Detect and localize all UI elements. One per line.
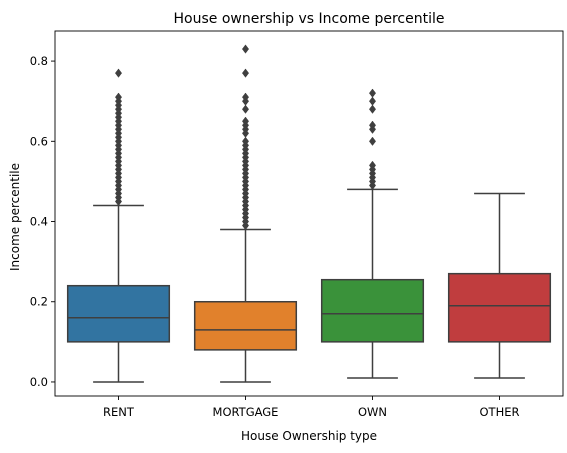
x-tick-label-own: OWN bbox=[358, 405, 387, 419]
y-tick-label: 0.4 bbox=[30, 215, 48, 229]
outlier-point bbox=[241, 44, 250, 54]
box-other bbox=[447, 192, 552, 379]
y-tick-label: 0.6 bbox=[30, 134, 48, 148]
y-tick-label: 0.2 bbox=[30, 295, 48, 309]
outlier-point bbox=[368, 96, 377, 106]
x-tick-label-rent: RENT bbox=[103, 405, 135, 419]
iqr-box bbox=[193, 300, 298, 351]
outlier-point bbox=[241, 68, 250, 78]
box-rent bbox=[66, 68, 171, 383]
y-axis-label: Income percentile bbox=[8, 163, 22, 271]
outlier-point bbox=[368, 136, 377, 146]
y-tick-label: 0.8 bbox=[30, 54, 48, 68]
outlier-point bbox=[114, 68, 123, 78]
outlier-point bbox=[241, 92, 250, 102]
iqr-box bbox=[66, 284, 171, 343]
x-axis-label: House Ownership type bbox=[241, 429, 377, 443]
boxes bbox=[66, 44, 552, 383]
y-tick-label: 0.0 bbox=[30, 375, 48, 389]
outlier-point bbox=[368, 104, 377, 114]
outlier-point bbox=[241, 116, 250, 126]
outlier-point bbox=[368, 88, 377, 98]
box-mortgage bbox=[193, 44, 298, 383]
outlier-point bbox=[368, 120, 377, 130]
outlier-point bbox=[241, 104, 250, 114]
outlier-point bbox=[368, 160, 377, 170]
iqr-box bbox=[447, 272, 552, 343]
x-tick-label-other: OTHER bbox=[480, 405, 520, 419]
box-own bbox=[320, 88, 425, 379]
chart-title: House ownership vs Income percentile bbox=[174, 11, 445, 27]
outlier-point bbox=[241, 136, 250, 146]
iqr-box bbox=[320, 278, 425, 343]
axes-frame bbox=[54, 30, 564, 397]
x-tick-label-mortgage: MORTGAGE bbox=[213, 405, 279, 419]
outlier-point bbox=[114, 92, 123, 102]
y-axis-ticks: 0.0 0.2 0.4 0.6 0.8 bbox=[30, 54, 55, 389]
x-axis-ticks: RENT MORTGAGE OWN OTHER bbox=[103, 396, 519, 419]
